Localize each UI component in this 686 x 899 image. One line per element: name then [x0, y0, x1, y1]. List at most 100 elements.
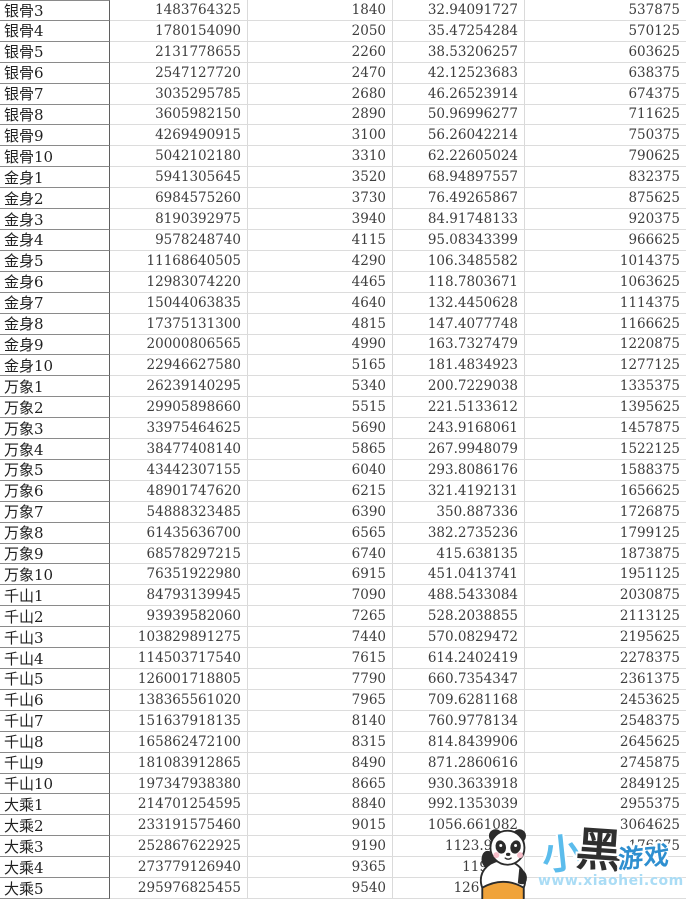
value-cell[interactable]: 528.2038855 [393, 606, 525, 628]
value-cell[interactable]: 1522125 [525, 439, 686, 460]
row-label-cell[interactable]: 万象2 [0, 397, 110, 419]
value-cell[interactable]: 321.4192131 [393, 480, 525, 502]
value-cell[interactable]: 151637918135 [110, 710, 248, 732]
value-cell[interactable]: 9190 [248, 836, 393, 858]
value-cell[interactable]: 17375131300 [110, 313, 248, 335]
value-cell[interactable]: 7440 [248, 627, 393, 649]
value-cell[interactable]: 451.0413741 [393, 564, 525, 586]
value-cell[interactable]: 8665 [248, 773, 393, 795]
value-cell[interactable]: 4290 [248, 250, 393, 272]
value-cell[interactable]: 118.7803671 [393, 271, 525, 293]
value-cell[interactable]: 3035295785 [110, 83, 248, 105]
value-cell[interactable]: 814.8439906 [393, 731, 525, 753]
value-cell[interactable]: 3100 [248, 125, 393, 147]
value-cell[interactable]: 6565 [248, 522, 393, 544]
value-cell[interactable]: 4815 [248, 313, 393, 335]
value-cell[interactable]: 3940 [248, 209, 393, 230]
value-cell[interactable]: 2745875 [525, 753, 686, 774]
row-label-cell[interactable]: 大乘2 [0, 815, 110, 837]
value-cell[interactable]: 992.1353039 [393, 794, 525, 816]
row-label-cell[interactable]: 大乘4 [0, 857, 110, 879]
row-label-cell[interactable]: 大乘3 [0, 836, 110, 858]
value-cell[interactable]: 197347938380 [110, 773, 248, 795]
value-cell[interactable]: 50.96996277 [393, 104, 525, 126]
value-cell[interactable]: 1114375 [525, 293, 686, 314]
value-cell[interactable]: 2955375 [525, 794, 686, 816]
value-cell[interactable]: 106.3485582 [393, 250, 525, 272]
value-cell[interactable]: 6740 [248, 543, 393, 565]
value-cell[interactable]: 4465 [248, 271, 393, 293]
value-cell[interactable]: 295976825455 [110, 878, 248, 899]
value-cell[interactable]: 2680 [248, 83, 393, 105]
value-cell[interactable]: 2260 [248, 41, 393, 63]
value-cell[interactable]: 76.49265867 [393, 188, 525, 210]
value-cell[interactable]: 267.9948079 [393, 439, 525, 460]
value-cell[interactable]: 9015 [248, 815, 393, 837]
row-label-cell[interactable]: 金身7 [0, 292, 110, 314]
value-cell[interactable]: 103829891275 [110, 627, 248, 649]
value-cell[interactable]: 181.4834923 [393, 355, 525, 377]
value-cell[interactable]: 252867622925 [110, 836, 248, 858]
value-cell[interactable]: 273779126940 [110, 857, 248, 879]
value-cell[interactable]: 871.2860616 [393, 752, 525, 774]
value-cell[interactable]: 22946627580 [110, 355, 248, 377]
value-cell[interactable]: 8315 [248, 731, 393, 753]
value-cell[interactable]: 8140 [248, 710, 393, 732]
value-cell[interactable]: 15044063835 [110, 292, 248, 314]
value-cell[interactable]: 920375 [525, 209, 686, 230]
value-cell[interactable]: 221.5133612 [393, 397, 525, 419]
value-cell[interactable]: 200.7229038 [393, 376, 525, 398]
value-cell[interactable]: 5515 [248, 397, 393, 419]
value-cell[interactable]: 4115 [248, 229, 393, 251]
value-cell[interactable]: 674375 [525, 84, 686, 105]
value-cell[interactable]: 966625 [525, 230, 686, 251]
row-label-cell[interactable]: 万象4 [0, 439, 110, 460]
value-cell[interactable]: 1335375 [525, 376, 686, 398]
value-cell[interactable]: 243.9168061 [393, 418, 525, 440]
row-label-cell[interactable]: 千山4 [0, 648, 110, 670]
value-cell[interactable]: 84.91748133 [393, 209, 525, 230]
value-cell[interactable]: 32.94091727 [393, 0, 525, 21]
value-cell[interactable]: 350.887336 [393, 501, 525, 523]
value-cell[interactable]: 138365561020 [110, 689, 248, 711]
value-cell[interactable]: 68.94897557 [393, 167, 525, 189]
value-cell[interactable]: 9365 [248, 857, 393, 879]
value-cell[interactable]: 711625 [525, 105, 686, 126]
value-cell[interactable]: 214701254595 [110, 794, 248, 816]
value-cell[interactable]: 38477408140 [110, 439, 248, 460]
row-label-cell[interactable]: 千山6 [0, 689, 110, 711]
row-label-cell[interactable]: 万象6 [0, 480, 110, 502]
value-cell[interactable]: 5690 [248, 418, 393, 440]
row-label-cell[interactable]: 银骨9 [0, 125, 110, 147]
row-label-cell[interactable]: 金身2 [0, 188, 110, 210]
value-cell[interactable]: 42.12523683 [393, 62, 525, 84]
value-cell[interactable]: 570.0829472 [393, 627, 525, 649]
value-cell[interactable]: 293.8086176 [393, 459, 525, 481]
row-label-cell[interactable]: 万象1 [0, 376, 110, 398]
value-cell[interactable]: 2361375 [525, 669, 686, 690]
value-cell[interactable] [525, 878, 686, 899]
value-cell[interactable]: 176875 [525, 836, 686, 858]
value-cell[interactable]: 163.7327479 [393, 334, 525, 356]
value-cell[interactable]: 56.26042214 [393, 125, 525, 147]
value-cell[interactable]: 488.5433084 [393, 585, 525, 607]
value-cell[interactable]: 2470 [248, 62, 393, 84]
row-label-cell[interactable]: 千山10 [0, 773, 110, 795]
row-label-cell[interactable]: 银骨5 [0, 41, 110, 63]
value-cell[interactable]: 537875 [525, 0, 686, 21]
value-cell[interactable]: 2849125 [525, 774, 686, 795]
row-label-cell[interactable]: 银骨8 [0, 104, 110, 126]
value-cell[interactable]: 1194.21 [393, 857, 525, 879]
value-cell[interactable]: 660.7354347 [393, 669, 525, 690]
value-cell[interactable]: 8840 [248, 794, 393, 816]
value-cell[interactable]: 26239140295 [110, 376, 248, 398]
value-cell[interactable]: 4990 [248, 334, 393, 356]
value-cell[interactable]: 1726875 [525, 502, 686, 523]
value-cell[interactable]: 62.22605024 [393, 146, 525, 168]
value-cell[interactable]: 1951125 [525, 564, 686, 586]
value-cell[interactable]: 7265 [248, 606, 393, 628]
value-cell[interactable]: 5941305645 [110, 167, 248, 189]
value-cell[interactable]: 1840 [248, 0, 393, 21]
value-cell[interactable]: 1166625 [525, 314, 686, 335]
value-cell[interactable]: 1483764325 [110, 0, 248, 21]
